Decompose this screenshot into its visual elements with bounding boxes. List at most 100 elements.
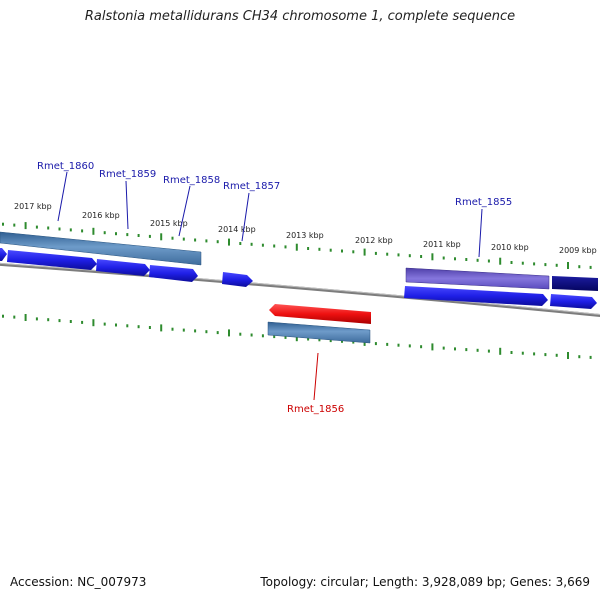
- leader-rmet-1856: [313, 352, 319, 401]
- minor-tick: [81, 229, 84, 233]
- minor-tick: [239, 332, 242, 336]
- major-tick: [431, 343, 434, 351]
- minor-tick: [476, 348, 479, 352]
- minor-tick: [578, 265, 581, 269]
- major-tick: [228, 238, 230, 246]
- gene-rmet-1860-steel[interactable]: [0, 231, 202, 266]
- gene-label-rmet-1855[interactable]: Rmet_1855: [455, 197, 512, 208]
- scale-label: 2014 kbp: [218, 225, 256, 234]
- minor-tick: [442, 346, 445, 350]
- gene-rmet-1857-arrow[interactable]: [222, 272, 253, 287]
- gene-rmet-1855-arrow[interactable]: [404, 286, 548, 306]
- minor-tick: [589, 265, 592, 269]
- leader-rmet-1857: [241, 192, 250, 242]
- minor-tick: [284, 335, 287, 339]
- minor-tick: [341, 249, 343, 253]
- gene-rmet-1858-arrow[interactable]: [149, 265, 198, 282]
- minor-tick: [126, 324, 129, 328]
- gene-navy-block[interactable]: [552, 276, 598, 291]
- minor-tick: [182, 328, 185, 332]
- major-tick: [160, 324, 163, 332]
- map-title: Ralstonia metallidurans CH34 chromosome …: [84, 9, 516, 24]
- minor-tick: [521, 351, 524, 355]
- minor-tick: [318, 338, 321, 342]
- minor-tick: [2, 222, 4, 226]
- minor-tick: [397, 253, 400, 257]
- scale-label: 2017 kbp: [14, 202, 52, 211]
- scale-label: 2012 kbp: [355, 236, 393, 245]
- minor-tick: [137, 234, 140, 237]
- minor-tick: [454, 257, 456, 261]
- reverse-strand-features: [267, 304, 371, 344]
- minor-tick: [374, 251, 377, 255]
- major-tick: [228, 329, 230, 337]
- gene-labels: Rmet_1860 Rmet_1859 Rmet_1858 Rmet_1857 …: [37, 161, 512, 415]
- major-tick: [567, 262, 569, 269]
- minor-tick: [284, 245, 287, 249]
- gene-arrow-right-edge[interactable]: [550, 294, 597, 309]
- minor-tick: [454, 347, 456, 351]
- minor-tick: [58, 227, 61, 231]
- minor-tick: [510, 261, 513, 264]
- gene-label-rmet-1856[interactable]: Rmet_1856: [287, 404, 344, 415]
- leader-rmet-1855: [478, 208, 483, 258]
- major-tick: [24, 314, 27, 321]
- gene-rmet-1859-arrow[interactable]: [96, 259, 150, 276]
- minor-tick: [250, 242, 253, 246]
- minor-tick: [148, 234, 151, 238]
- minor-tick: [47, 226, 50, 230]
- minor-tick: [352, 340, 355, 344]
- minor-tick: [261, 334, 264, 338]
- major-tick: [160, 233, 163, 241]
- minor-tick: [386, 252, 389, 256]
- minor-tick: [194, 329, 197, 333]
- minor-tick: [13, 315, 16, 319]
- gene-rmet-1860-arrow[interactable]: [7, 250, 97, 270]
- minor-tick: [386, 342, 389, 346]
- minor-tick: [408, 254, 411, 258]
- minor-tick: [103, 231, 106, 235]
- minor-tick: [126, 233, 129, 237]
- major-tick: [92, 319, 95, 327]
- major-tick: [24, 222, 27, 230]
- chromosome-backbone: [0, 262, 600, 318]
- gene-rmet-1856-arrow[interactable]: [269, 304, 371, 324]
- minor-tick: [510, 351, 513, 354]
- minor-tick: [115, 323, 117, 327]
- minor-tick: [329, 248, 332, 252]
- minor-tick: [182, 237, 185, 241]
- minor-tick: [476, 258, 479, 262]
- gene-rmet-1856-steel[interactable]: [267, 321, 371, 344]
- minor-tick: [115, 232, 117, 236]
- scale-label: 2009 kbp: [559, 246, 597, 255]
- label-leaders: [57, 171, 483, 401]
- gene-arrow-left-edge[interactable]: [0, 248, 7, 261]
- minor-tick: [35, 225, 38, 229]
- minor-tick: [216, 331, 219, 335]
- gene-label-rmet-1860[interactable]: Rmet_1860: [37, 161, 94, 172]
- minor-tick: [533, 262, 536, 266]
- minor-tick: [555, 263, 558, 267]
- minor-tick: [69, 228, 72, 232]
- lower-tick-track: [2, 314, 592, 359]
- major-tick: [431, 253, 434, 261]
- major-tick: [92, 227, 95, 235]
- minor-tick: [465, 258, 468, 261]
- minor-tick: [35, 317, 38, 321]
- minor-tick: [329, 339, 332, 343]
- minor-tick: [171, 236, 174, 240]
- minor-tick: [487, 259, 490, 263]
- minor-tick: [171, 327, 174, 331]
- gene-label-rmet-1857[interactable]: Rmet_1857: [223, 181, 280, 192]
- gene-label-rmet-1859[interactable]: Rmet_1859: [99, 169, 156, 180]
- gene-label-rmet-1858[interactable]: Rmet_1858: [163, 175, 220, 186]
- leader-rmet-1858: [178, 185, 191, 237]
- major-tick: [499, 347, 502, 355]
- minor-tick: [442, 256, 445, 260]
- scale-label: 2010 kbp: [491, 243, 529, 252]
- minor-tick: [13, 223, 16, 227]
- minor-tick: [420, 345, 423, 349]
- leader-rmet-1860: [57, 171, 68, 222]
- gene-rmet-1855-purple[interactable]: [405, 267, 550, 290]
